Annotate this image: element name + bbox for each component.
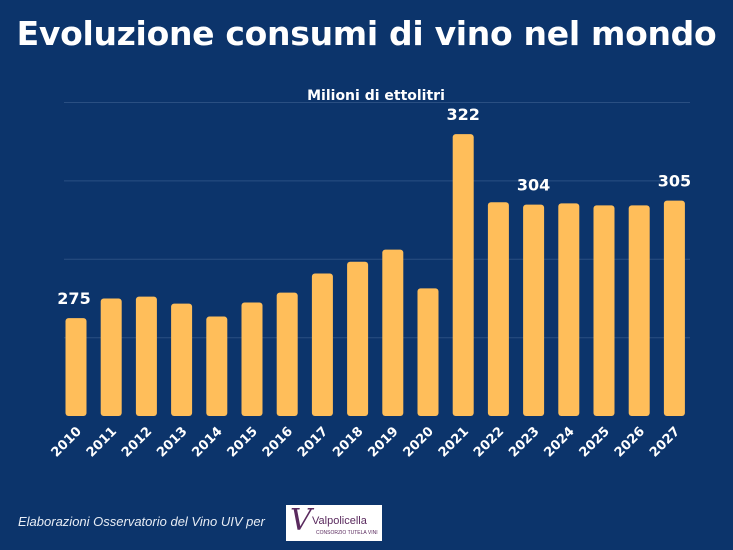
- x-tick-label: 2017: [295, 424, 331, 460]
- x-tick-label: 2027: [647, 424, 683, 460]
- x-tick-label: 2019: [365, 424, 401, 460]
- bar-2020: [417, 288, 439, 416]
- logo-sub: CONSORZIO TUTELA VINI: [316, 530, 378, 536]
- bar-2015: [241, 302, 263, 416]
- bar-2012: [135, 296, 157, 416]
- x-tick-label: 2012: [119, 424, 155, 460]
- x-tick-label: 2023: [506, 424, 542, 460]
- bar-2021: [452, 134, 474, 416]
- data-label: 305: [658, 172, 691, 191]
- x-tick-label: 2018: [330, 424, 366, 460]
- bar-2025: [593, 205, 615, 416]
- bar-2024: [558, 203, 580, 416]
- data-label: 322: [446, 105, 479, 124]
- bar-2023: [523, 204, 545, 416]
- x-tick-label: 2016: [260, 424, 296, 460]
- bar-2026: [628, 205, 650, 416]
- bar-2016: [276, 292, 298, 416]
- bar-2014: [206, 316, 228, 416]
- x-tick-label: 2013: [154, 424, 190, 460]
- x-tick-label: 2026: [612, 424, 648, 460]
- x-tick-label: 2014: [189, 424, 225, 460]
- bar-2019: [382, 249, 404, 416]
- x-tick-label: 2011: [84, 424, 120, 460]
- bar-2011: [100, 298, 122, 416]
- data-label: 275: [57, 289, 90, 308]
- logo-name: Valpolicella: [312, 515, 367, 527]
- bar-2027: [663, 200, 685, 416]
- source-note: Elaborazioni Osservatorio del Vino UIV p…: [18, 514, 265, 529]
- bar-2022: [487, 202, 509, 416]
- x-tick-label: 2021: [436, 424, 472, 460]
- x-tick-label: 2020: [401, 424, 437, 460]
- x-tick-label: 2015: [225, 424, 261, 460]
- logo-mark: V: [290, 503, 312, 538]
- x-tick-label: 2022: [471, 424, 507, 460]
- valpolicella-logo: V Valpolicella CONSORZIO TUTELA VINI: [286, 503, 382, 541]
- chart-title: Evoluzione consumi di vino nel mondo: [16, 14, 717, 53]
- bar-2010: [65, 318, 87, 416]
- data-label: 304: [517, 176, 550, 195]
- chart-subtitle: Milioni di ettolitri: [307, 88, 445, 104]
- x-tick-label: 2024: [541, 424, 577, 460]
- bar-2013: [171, 303, 193, 416]
- x-tick-label: 2025: [577, 424, 613, 460]
- bar-2017: [311, 273, 333, 416]
- bar-2018: [347, 261, 369, 416]
- x-tick-label: 2010: [49, 424, 85, 460]
